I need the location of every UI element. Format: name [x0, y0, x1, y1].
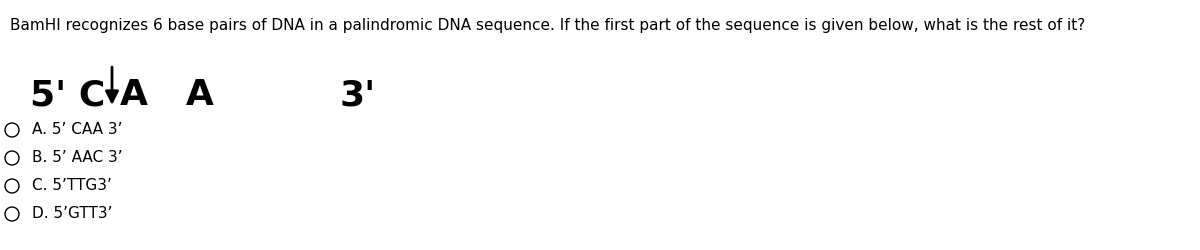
- Text: D. 5’GTT3’: D. 5’GTT3’: [32, 206, 113, 222]
- Text: 3': 3': [340, 78, 377, 112]
- Text: BamHI recognizes 6 base pairs of DNA in a palindromic DNA sequence. If the first: BamHI recognizes 6 base pairs of DNA in …: [10, 18, 1085, 33]
- Text: C. 5’TTG3’: C. 5’TTG3’: [32, 178, 112, 194]
- Text: B. 5’ AAC 3’: B. 5’ AAC 3’: [32, 150, 122, 166]
- Text: A   A: A A: [120, 78, 214, 112]
- Text: 5' C: 5' C: [30, 78, 106, 112]
- Text: A. 5’ CAA 3’: A. 5’ CAA 3’: [32, 122, 122, 138]
